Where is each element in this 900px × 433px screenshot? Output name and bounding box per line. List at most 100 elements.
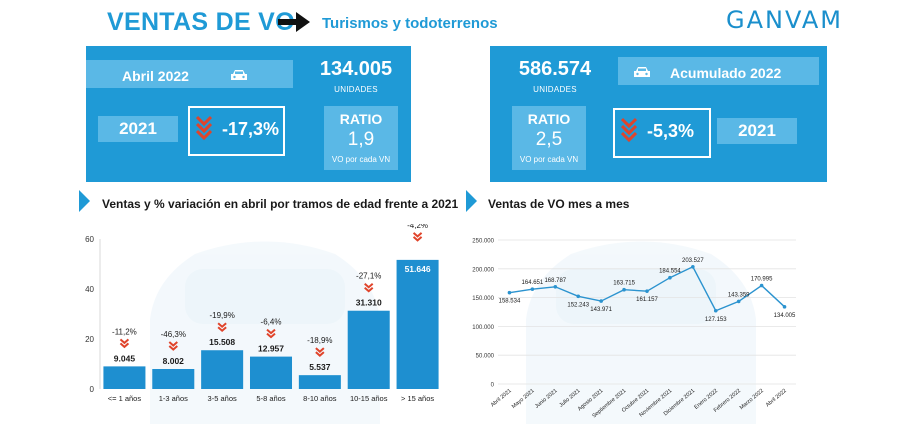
- ytd-kpi-panel: 586.574 UNIDADES Acumulado 2022 RATIO 2,…: [490, 46, 827, 182]
- bar-category-label: 10-15 años: [350, 394, 388, 403]
- chevron-stroke: [266, 328, 276, 335]
- line-value-label: 163.715: [613, 281, 635, 287]
- line-ytick-label: 0: [491, 383, 495, 389]
- line-value-label: 127.153: [705, 317, 727, 323]
- line-ytick-label: 200.000: [472, 267, 494, 273]
- line-value-label: 143.971: [590, 307, 612, 313]
- month-variation-box: -17,3%: [188, 106, 285, 156]
- header: VENTAS DE VO Turismos y todoterrenos GAN…: [0, 0, 900, 44]
- ytd-period-label: Acumulado 2022: [670, 65, 782, 81]
- chevron-down-icon: [412, 232, 423, 242]
- chevron-stroke: [217, 322, 227, 329]
- line-value-label: 134.005: [774, 313, 796, 319]
- line-value-label: 161.157: [636, 297, 658, 303]
- month-variation-value: -17,3%: [222, 119, 280, 139]
- bar-category-label: > 15 años: [401, 394, 434, 403]
- bar-variation-label: -19,9%: [209, 311, 234, 320]
- month-kpi-panel: Abril 2022 134.005 UNIDADES 2021 -17,3% …: [86, 46, 411, 182]
- line-point: [507, 290, 512, 295]
- chevron-stroke: [315, 347, 325, 353]
- line-point: [576, 294, 581, 299]
- line-value-label: 152.243: [567, 302, 589, 308]
- line-point: [736, 299, 741, 304]
- bar-value-label: 15.508: [209, 337, 235, 347]
- chevron-down-icon: [364, 282, 374, 293]
- chevron-stroke: [168, 345, 178, 351]
- ytd-variation-box: -5,3%: [613, 108, 711, 158]
- bar-variation-label: -11,2%: [112, 327, 137, 336]
- line-point: [530, 287, 535, 291]
- bar-variation-label: -46,3%: [161, 330, 186, 339]
- chevron-stroke: [168, 341, 178, 347]
- monthly-line-chart: 0 50.000 100.000 150.000 200.000 250.000 158.…: [472, 239, 796, 424]
- ytd-ratio-label: RATIO: [527, 111, 571, 127]
- line-value-label: 184.554: [659, 269, 681, 275]
- chevron-down-icon: [621, 117, 637, 143]
- bar-y-axis: 0 20 40 60: [85, 235, 101, 394]
- bar-value-label: 8.002: [163, 356, 185, 366]
- line-value-label: 158.534: [499, 299, 521, 305]
- bar-category-label: 5-8 años: [256, 394, 285, 403]
- bar-category-label: 1-3 años: [159, 394, 188, 403]
- chevron-down-icon: [315, 347, 325, 357]
- ytd-ratio-value: 2,5: [535, 129, 563, 150]
- bar-variation-label: -4,2%: [407, 224, 428, 230]
- month-ratio-box: RATIO 1,9 VO por cada VN: [324, 106, 398, 170]
- bar-value-label: 51.646: [405, 264, 431, 274]
- ytd-compare-year: 2021: [717, 118, 797, 144]
- bar-category-label: 8-10 años: [303, 394, 337, 403]
- month-period-band: Abril 2022: [86, 60, 293, 88]
- line-ytick-label: 50.000: [476, 354, 495, 360]
- line-value-label: 168.787: [544, 278, 566, 284]
- left-chart-title: Ventas y % variación en abril por tramos…: [102, 197, 459, 211]
- bar-3: [249, 356, 293, 389]
- chevron-stroke: [364, 282, 374, 289]
- bar-variation-label: -6,4%: [261, 318, 282, 327]
- bar-4: [298, 375, 341, 389]
- bar-value-label: 9.045: [114, 353, 136, 363]
- line-point: [713, 308, 718, 313]
- line-ytick-label: 100.000: [472, 325, 494, 331]
- bar-value-label: 12.957: [258, 344, 284, 354]
- bar-variation-label: -27,1%: [356, 272, 381, 281]
- car-silhouette: [526, 241, 756, 424]
- line-point: [759, 283, 764, 288]
- brand-logo: GANVAM: [726, 6, 843, 34]
- line-ytick-label: 250.000: [472, 239, 494, 245]
- line-value-label: 164.651: [522, 280, 544, 286]
- ytd-units-value: 586.574: [518, 58, 592, 80]
- triangle-right-icon: [79, 190, 90, 212]
- line-point: [668, 275, 672, 280]
- chevron-stroke: [412, 232, 423, 238]
- chevron-down-icon: [196, 115, 212, 141]
- bar-ytick-label: 60: [85, 235, 94, 244]
- ytd-period-band: Acumulado 2022: [618, 57, 819, 85]
- chevron-down-icon: [168, 341, 178, 351]
- bar-value-label: 5.537: [309, 362, 331, 372]
- page-subtitle: Turismos y todoterrenos: [322, 15, 498, 32]
- bar-ytick-label: 20: [85, 335, 94, 344]
- month-period-label: Abril 2022: [122, 68, 189, 84]
- car-icon: [634, 67, 650, 77]
- bar-category-label: 3-5 años: [208, 394, 237, 403]
- ytd-variation-value: -5,3%: [647, 121, 695, 141]
- chevron-stroke: [119, 342, 130, 349]
- line-value-label: 143.359: [728, 292, 750, 298]
- car-icon: [231, 70, 247, 80]
- page-title: VENTAS DE VO: [107, 8, 295, 36]
- chevron-down-icon: [119, 338, 130, 349]
- chevron-stroke: [412, 236, 423, 242]
- line-point: [645, 289, 649, 293]
- bar-0: [103, 366, 146, 389]
- chevron-down-icon: [266, 328, 276, 339]
- chevron-stroke: [364, 286, 374, 293]
- month-ratio-label: RATIO: [339, 111, 383, 127]
- line-value-label: 170.995: [751, 277, 773, 283]
- month-units-value: 134.005: [319, 58, 393, 80]
- bar-value-label: 31.310: [356, 298, 382, 308]
- month-ratio-note: VO por cada VN: [331, 155, 391, 164]
- line-value-label: 203.527: [682, 258, 704, 264]
- line-category-label: Abril 2022: [765, 388, 788, 409]
- chevron-stroke: [315, 351, 325, 357]
- bar-1: [152, 368, 195, 389]
